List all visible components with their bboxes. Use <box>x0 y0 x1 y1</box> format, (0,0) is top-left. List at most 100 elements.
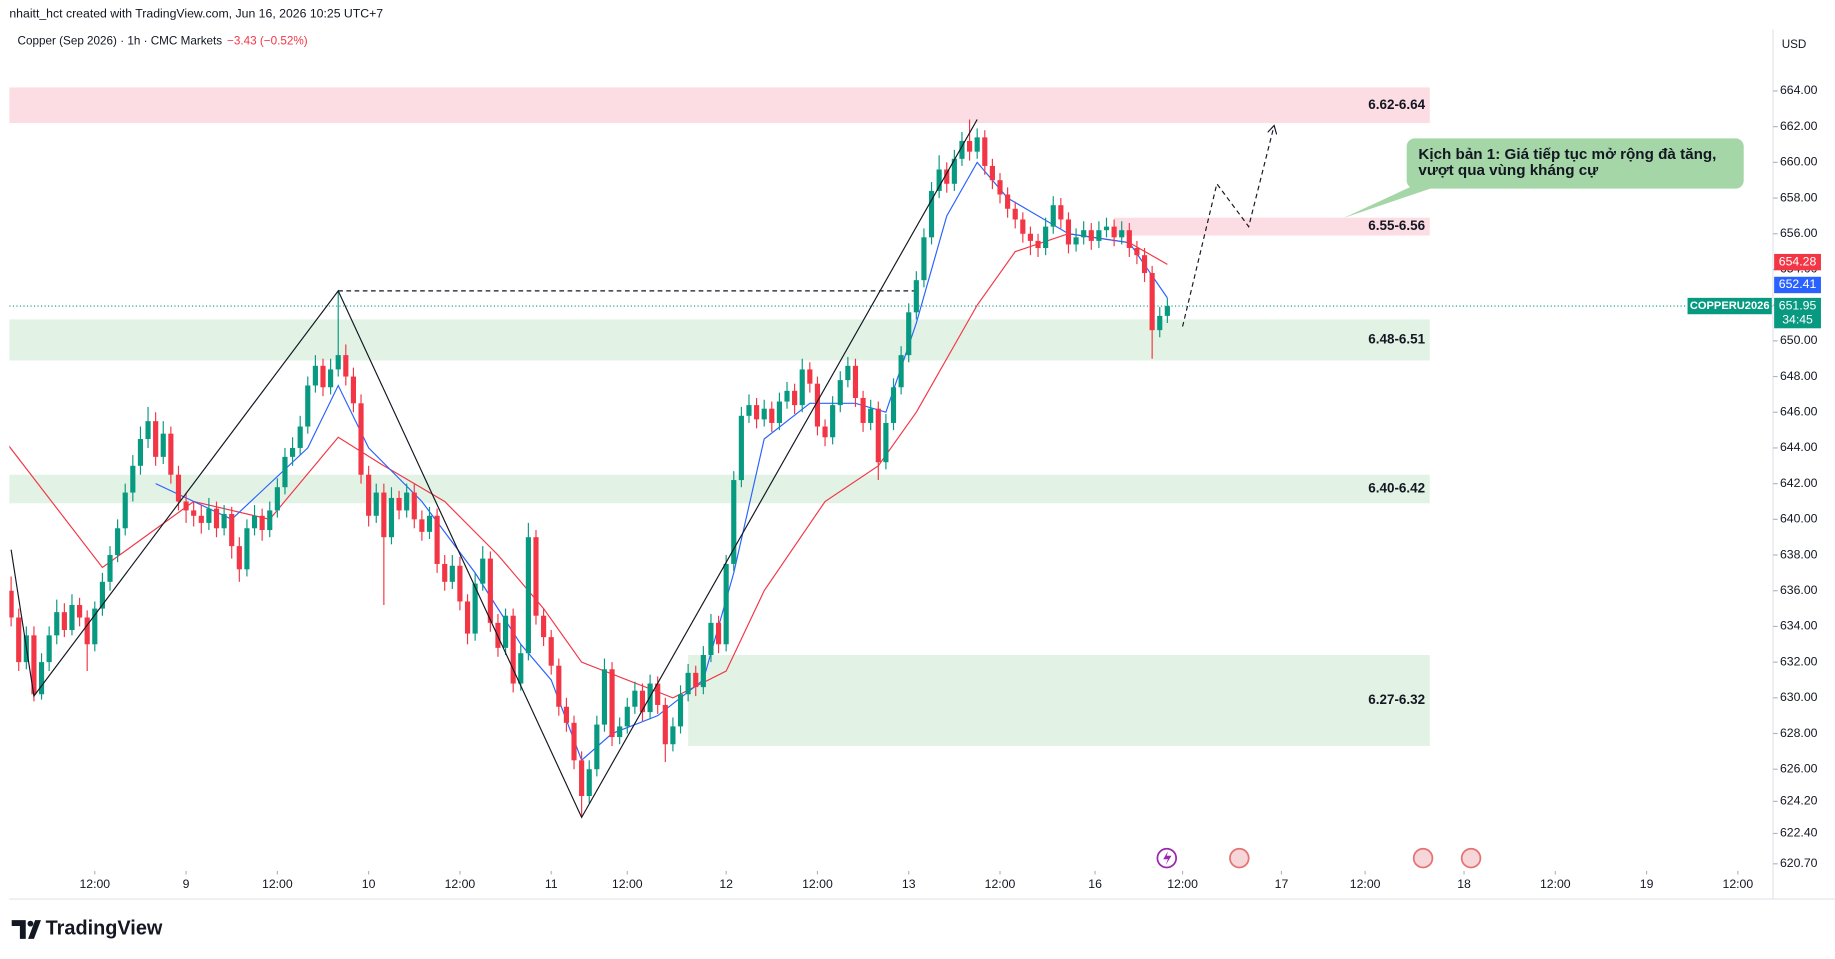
candle-body <box>974 137 980 152</box>
zone-label: 6.55-6.56 <box>1368 218 1425 233</box>
zone <box>1114 217 1430 236</box>
y-tick-label: 644.00 <box>1780 440 1818 454</box>
candle-body <box>236 546 242 570</box>
candle-body <box>1088 230 1094 241</box>
candle-body <box>396 497 402 511</box>
candle-body <box>464 601 471 634</box>
symbol-badge: COPPERU2026 <box>1690 300 1770 312</box>
candle-body <box>320 365 326 388</box>
candle-body <box>883 422 889 463</box>
candle-body <box>814 383 821 427</box>
candle-body <box>982 137 988 166</box>
candle-body <box>1141 255 1148 274</box>
candle-body <box>77 605 83 618</box>
y-tick-label: 656.00 <box>1780 226 1818 240</box>
x-tick-label: 19 <box>1640 877 1654 891</box>
event-icon[interactable] <box>1460 847 1482 869</box>
candle-body <box>115 528 121 556</box>
candle-body <box>670 726 676 745</box>
candle-body <box>936 169 942 191</box>
y-tick-label: 642.00 <box>1780 476 1818 490</box>
candle-body <box>525 537 531 654</box>
zone-label: 6.48-6.51 <box>1368 332 1425 347</box>
event-icons <box>1156 847 1482 869</box>
candle-body <box>289 447 296 457</box>
candle-body <box>586 769 592 796</box>
candle-body <box>168 433 174 475</box>
candle-body <box>442 563 448 582</box>
candle-body <box>1103 226 1110 231</box>
x-tick-label: 12:00 <box>1167 877 1198 891</box>
zone-label: 6.62-6.64 <box>1368 97 1425 112</box>
last-price-bg <box>1774 297 1821 329</box>
y-tick-label: 658.00 <box>1780 190 1818 204</box>
candle-body <box>997 180 1003 195</box>
ma-fast-badge: 652.41 <box>1779 277 1817 291</box>
candle-body <box>928 190 935 238</box>
candle-body <box>579 760 585 796</box>
candle-body <box>655 683 661 705</box>
candle-body <box>1096 230 1102 241</box>
candle-body <box>175 474 182 502</box>
candle-body <box>890 387 897 423</box>
y-tick-label: 624.20 <box>1780 794 1818 808</box>
candle-body <box>959 140 965 159</box>
candle-body <box>723 563 729 645</box>
candle-body <box>807 369 813 384</box>
candle-body <box>533 537 539 616</box>
x-tick-label: 12:00 <box>79 877 110 891</box>
candle-body <box>153 421 159 457</box>
candle-body <box>388 497 395 538</box>
symbol-title: Copper (Sep 2026) · 1h · CMC Markets <box>18 34 223 47</box>
candle-body <box>411 492 417 520</box>
candle-body <box>852 365 859 398</box>
candle-body <box>457 565 463 602</box>
candle-body <box>944 169 950 184</box>
candle-body <box>738 415 744 481</box>
event-icon[interactable] <box>1229 847 1250 869</box>
last-price: 651.95 <box>1779 298 1817 312</box>
candle-body <box>251 515 258 529</box>
candle-body <box>761 408 767 420</box>
candle-body <box>541 615 547 638</box>
candle-body <box>1149 273 1155 331</box>
zone-label: 6.27-6.32 <box>1368 692 1425 707</box>
zone <box>688 654 1430 747</box>
symbol-badge-bg <box>1687 297 1772 315</box>
candle-body <box>46 635 52 663</box>
candle-body <box>472 583 478 634</box>
event-glyph <box>1163 851 1172 866</box>
x-tick-label: 11 <box>545 877 558 891</box>
candle-body <box>518 653 524 684</box>
x-tick-label: 12:00 <box>1350 877 1381 891</box>
candle-body <box>1027 233 1034 241</box>
candle-body <box>1111 226 1117 238</box>
candle-body <box>594 724 600 770</box>
candle-body <box>1058 205 1064 220</box>
candle-body <box>305 385 311 427</box>
candle-body <box>510 615 516 684</box>
candle-body <box>221 513 227 529</box>
candle-body <box>685 672 691 695</box>
candle-body <box>1043 226 1049 249</box>
candle-body <box>548 637 554 666</box>
candle-body <box>1119 230 1125 238</box>
y-tick-label: 638.00 <box>1780 547 1818 561</box>
plot-area: 6.62-6.64 6.55-6.56 6.48-6.51 6.40-6.42 6.27… <box>9 87 1773 819</box>
candle-body <box>99 581 105 609</box>
candle-body <box>967 140 973 152</box>
candle-body <box>502 615 509 648</box>
candle-body <box>449 565 455 582</box>
x-tick-label: 16 <box>1088 877 1102 891</box>
ma-slow-badge-bg <box>1774 253 1821 271</box>
candle-body <box>61 612 67 631</box>
candle-body <box>31 635 37 695</box>
x-tick-label: 12:00 <box>1540 877 1571 891</box>
moving-average <box>9 233 1168 699</box>
candle-body <box>130 465 136 493</box>
event-icon[interactable] <box>1412 847 1434 869</box>
zone <box>9 474 1430 504</box>
candle-body <box>267 510 273 531</box>
x-tick-label: 12:00 <box>445 877 476 891</box>
candle-body <box>381 492 387 538</box>
